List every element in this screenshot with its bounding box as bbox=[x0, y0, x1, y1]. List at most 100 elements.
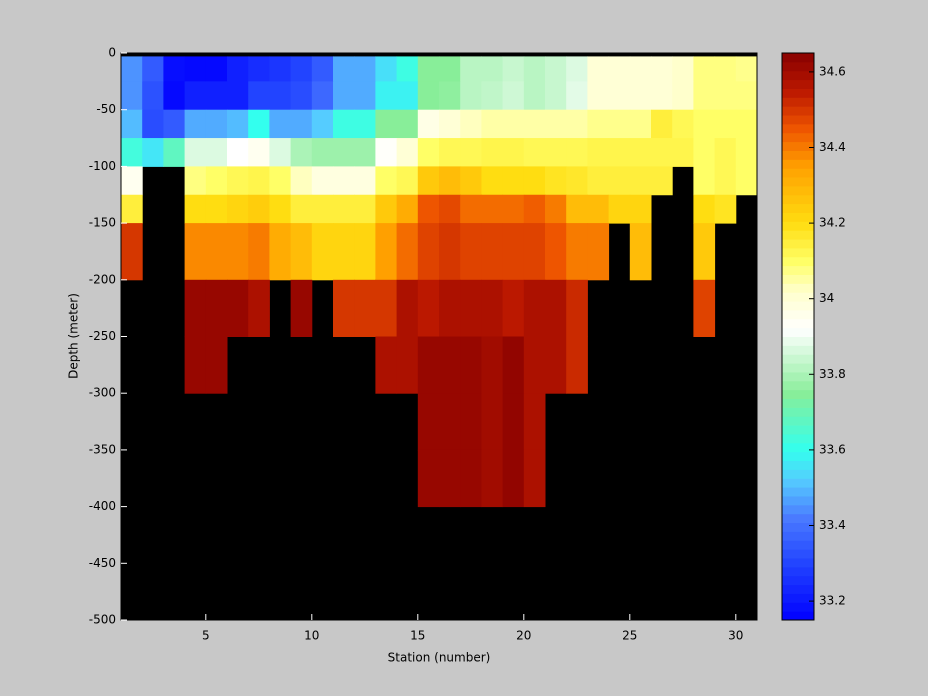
colorbar-swatch bbox=[782, 115, 814, 125]
y-tick-label: -350 bbox=[89, 442, 116, 456]
y-tick-label: -100 bbox=[89, 159, 116, 173]
heat-cell bbox=[735, 166, 758, 196]
y-tick-label: -500 bbox=[89, 613, 116, 627]
heat-cell bbox=[333, 109, 355, 139]
colorbar-swatch bbox=[782, 203, 814, 213]
heat-cell bbox=[608, 109, 631, 139]
heat-cell bbox=[693, 138, 716, 167]
heat-cell bbox=[184, 194, 207, 224]
heat-cell bbox=[184, 81, 207, 111]
heat-cell bbox=[672, 109, 694, 139]
colorbar-swatch bbox=[782, 575, 814, 586]
colorbar-swatch bbox=[782, 460, 814, 470]
colorbar-swatch bbox=[782, 363, 814, 373]
heat-cell bbox=[587, 81, 610, 111]
heat-cell bbox=[396, 279, 419, 337]
heat-cell bbox=[396, 109, 419, 139]
heat-cell bbox=[587, 138, 610, 167]
colorbar-swatch bbox=[782, 380, 814, 391]
heat-cell bbox=[269, 56, 292, 82]
y-axis-label: Depth (meter) bbox=[67, 293, 81, 379]
heat-cell bbox=[502, 279, 525, 337]
heat-cell bbox=[184, 109, 207, 139]
colorbar-swatch bbox=[782, 495, 814, 506]
heat-cell bbox=[269, 166, 292, 196]
colorbar-swatch bbox=[782, 442, 814, 453]
colorbar-tick-label: 34.2 bbox=[819, 216, 846, 230]
heat-cell bbox=[502, 109, 525, 139]
heat-cell bbox=[714, 109, 737, 139]
heat-cell bbox=[205, 194, 228, 224]
colorbar-swatch bbox=[782, 53, 814, 63]
colorbar-swatch bbox=[782, 345, 814, 355]
heat-cell bbox=[502, 56, 525, 82]
heat-cell bbox=[417, 279, 440, 337]
colorbar-swatch bbox=[782, 398, 814, 408]
heat-cell bbox=[417, 393, 440, 451]
heat-cell bbox=[311, 138, 334, 167]
heat-cell bbox=[651, 166, 673, 196]
heat-cell bbox=[672, 56, 694, 82]
heat-cell bbox=[163, 81, 186, 111]
heat-cell bbox=[439, 336, 461, 394]
heat-cell bbox=[587, 109, 610, 139]
colorbar-swatch bbox=[782, 177, 814, 187]
heat-cell bbox=[417, 336, 440, 394]
x-tick-label: 15 bbox=[410, 629, 425, 643]
heat-cell bbox=[205, 81, 228, 111]
heat-cell bbox=[269, 138, 292, 167]
heat-cell bbox=[587, 166, 610, 196]
colorbar-swatch bbox=[782, 513, 814, 524]
heat-cell bbox=[608, 138, 631, 167]
colorbar-swatch bbox=[782, 549, 814, 559]
colorbar-swatch bbox=[782, 70, 814, 81]
heat-cell bbox=[417, 223, 440, 281]
heat-cell bbox=[481, 279, 504, 337]
heat-cell bbox=[481, 223, 504, 281]
heat-cell bbox=[142, 109, 164, 139]
heat-cell bbox=[460, 223, 482, 281]
heat-cell bbox=[121, 109, 143, 139]
heat-cell bbox=[481, 393, 504, 451]
heat-cell bbox=[396, 223, 419, 281]
colorbar-swatch bbox=[782, 132, 814, 143]
heat-cell bbox=[693, 56, 716, 82]
heat-cell bbox=[375, 109, 398, 139]
colorbar-swatch bbox=[782, 230, 814, 240]
heat-cell bbox=[439, 166, 461, 196]
heat-cell bbox=[121, 138, 143, 167]
heat-cell bbox=[545, 109, 567, 139]
colorbar-swatch bbox=[782, 194, 814, 205]
heat-cell bbox=[269, 194, 292, 224]
heat-cell bbox=[142, 81, 164, 111]
heat-cell bbox=[502, 166, 525, 196]
colorbar-swatch bbox=[782, 168, 814, 178]
heat-cell bbox=[693, 81, 716, 111]
heat-cell bbox=[417, 138, 440, 167]
heat-cell bbox=[672, 138, 694, 167]
heat-cell bbox=[566, 194, 588, 224]
heat-cell bbox=[333, 194, 355, 224]
heat-cell bbox=[142, 138, 164, 167]
x-tick-label: 25 bbox=[622, 629, 637, 643]
heat-cell bbox=[417, 56, 440, 82]
heat-cell bbox=[227, 194, 249, 224]
heat-cell bbox=[311, 109, 334, 139]
heat-cell bbox=[629, 166, 652, 196]
heat-cell bbox=[481, 449, 504, 508]
heat-cell bbox=[566, 336, 588, 394]
heat-cell bbox=[714, 194, 737, 224]
heat-cell bbox=[375, 56, 398, 82]
y-tick-label: -250 bbox=[89, 329, 116, 343]
colorbar-swatch bbox=[782, 611, 814, 621]
colorbar-swatch bbox=[782, 265, 814, 275]
heat-cell bbox=[396, 194, 419, 224]
colorbar-swatch bbox=[782, 292, 814, 302]
heat-cell bbox=[502, 194, 525, 224]
heat-cell bbox=[481, 138, 504, 167]
heat-cell bbox=[333, 81, 355, 111]
heat-cell bbox=[354, 109, 376, 139]
heat-cell bbox=[269, 81, 292, 111]
heat-cell bbox=[735, 109, 758, 139]
heat-cell bbox=[439, 56, 461, 82]
